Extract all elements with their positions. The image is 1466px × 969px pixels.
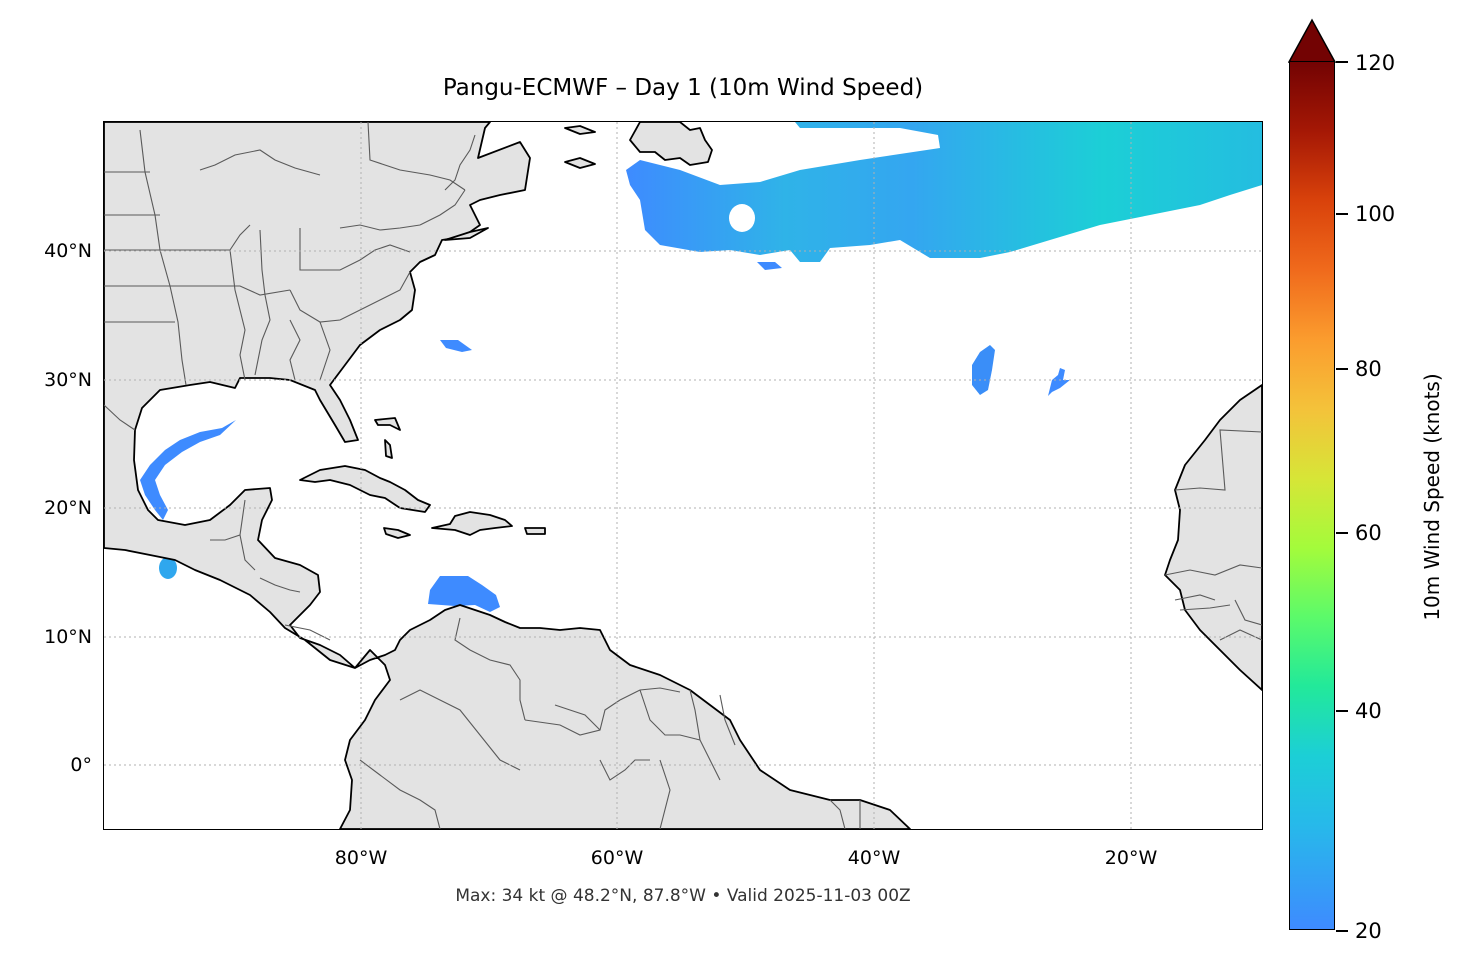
footer-max-info: Max: 34 kt @ 48.2°N, 87.8°W • Valid 2025…: [455, 886, 911, 906]
x-tick-80w: 80°W: [334, 847, 388, 869]
y-tick-30n: 30°N: [44, 369, 92, 391]
y-tick-0: 0°: [70, 754, 92, 776]
colorbar-label-20: 20: [1355, 919, 1382, 943]
colorbar-tick: [1336, 368, 1348, 370]
y-tick-20n: 20°N: [44, 497, 92, 519]
colorbar: [1289, 61, 1335, 930]
chart-title: Pangu-ECMWF – Day 1 (10m Wind Speed): [442, 75, 924, 101]
x-tick-60w: 60°W: [590, 847, 644, 869]
map-plot-area: [104, 122, 1262, 829]
colorbar-title: 10m Wind Speed (knots): [1420, 373, 1444, 621]
colorbar-label-100: 100: [1355, 202, 1396, 226]
gridlines: [104, 122, 1262, 829]
colorbar-tick: [1336, 213, 1348, 215]
colorbar-tick: [1336, 710, 1348, 712]
x-tick-20w: 20°W: [1104, 847, 1158, 869]
colorbar-label-80: 80: [1355, 357, 1382, 381]
colorbar-tick: [1336, 930, 1348, 932]
borders-layer: [104, 122, 1262, 829]
colorbar-extend-arrow-icon: [1288, 18, 1336, 63]
y-tick-40n: 40°N: [44, 240, 92, 262]
colorbar-label-60: 60: [1355, 521, 1382, 545]
x-tick-40w: 40°W: [847, 847, 901, 869]
y-tick-10n: 10°N: [44, 626, 92, 648]
colorbar-tick: [1336, 61, 1348, 63]
colorbar-tick: [1336, 532, 1348, 534]
map-svg: [104, 122, 1262, 829]
colorbar-label-40: 40: [1355, 699, 1382, 723]
land-layer: [104, 122, 1262, 829]
colorbar-label-120: 120: [1355, 51, 1396, 75]
